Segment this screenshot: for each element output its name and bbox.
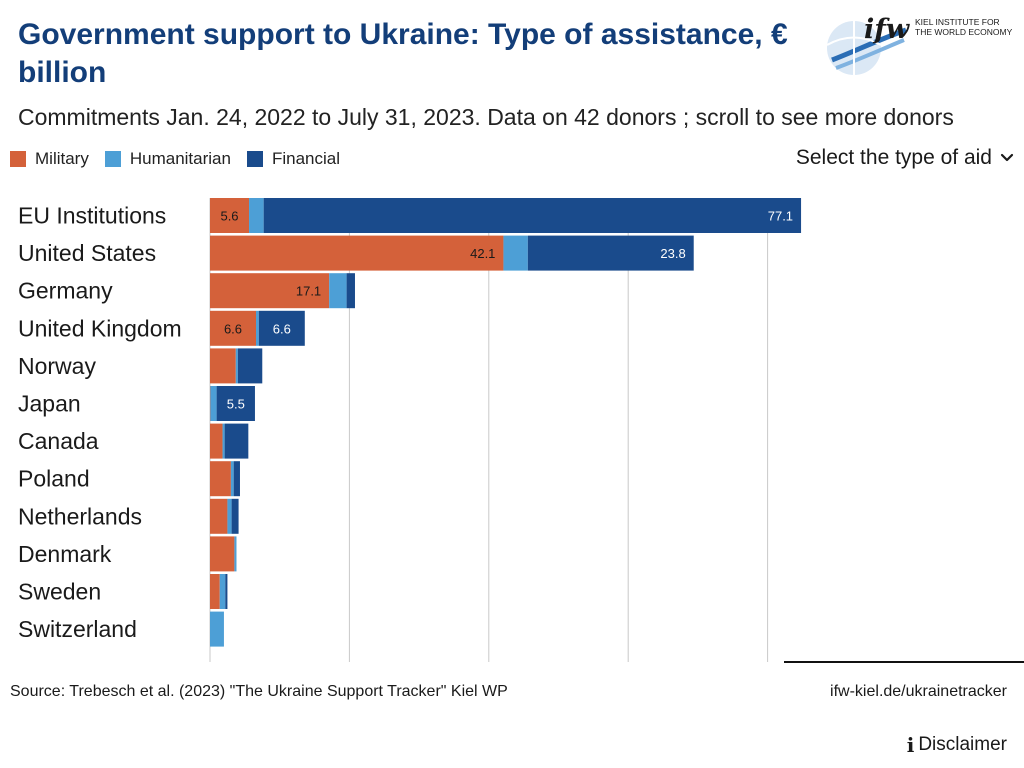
bar-segment-financial[interactable] xyxy=(224,423,249,459)
bar-segment-military[interactable] xyxy=(210,273,330,309)
category-label: Sweden xyxy=(18,579,101,605)
category-label: Poland xyxy=(18,466,90,492)
info-icon: i xyxy=(906,733,915,757)
data-label: 77.1 xyxy=(768,209,793,224)
logo-line1: KIEL INSTITUTE FOR xyxy=(915,17,1000,27)
category-label: United States xyxy=(18,240,156,266)
category-label: EU Institutions xyxy=(18,203,166,229)
legend-label-military: Military xyxy=(35,149,89,168)
bar-segment-financial[interactable] xyxy=(346,273,355,309)
bar-segment-military[interactable] xyxy=(210,536,235,572)
category-label: Germany xyxy=(18,278,113,304)
data-label: 5.6 xyxy=(220,209,238,224)
logo-line2: THE WORLD ECONOMY xyxy=(915,27,1013,37)
source-link[interactable]: ifw-kiel.de/ukrainetracker xyxy=(830,683,1007,700)
category-label: Japan xyxy=(18,391,81,417)
bar-segment-humanitarian[interactable] xyxy=(230,461,234,497)
ifw-logo: ifw KIEL INSTITUTE FOR THE WORLD ECONOMY xyxy=(826,14,1013,75)
aid-type-dropdown[interactable]: Select the type of aid xyxy=(796,146,1014,170)
category-label: Canada xyxy=(18,428,99,454)
bar-segment-financial[interactable] xyxy=(237,348,263,384)
data-label: 6.6 xyxy=(273,321,291,336)
bar-segment-military[interactable] xyxy=(210,198,250,233)
legend-swatch-humanitarian xyxy=(104,151,121,167)
category-label: United Kingdom xyxy=(18,315,182,341)
legend-label-humanitarian: Humanitarian xyxy=(129,149,231,168)
bar-segment-humanitarian[interactable] xyxy=(249,198,264,233)
bar-segment-financial[interactable] xyxy=(233,461,240,497)
bar-segment-military[interactable] xyxy=(210,423,223,459)
bar-segment-military[interactable] xyxy=(210,461,231,497)
bar-segment-financial[interactable] xyxy=(231,498,239,534)
bar-chart[interactable]: EU Institutions 5.6 77.1 United States 42.1 2… xyxy=(0,190,1024,670)
legend-item-military[interactable]: Military xyxy=(10,149,89,169)
data-label: 42.1 xyxy=(470,246,495,261)
bar-segment-humanitarian[interactable] xyxy=(503,235,528,271)
bar-segment-military[interactable] xyxy=(210,574,220,609)
aid-type-dropdown-label: Select the type of aid xyxy=(795,146,992,169)
data-label: 17.1 xyxy=(296,284,321,299)
bar-segment-financial[interactable] xyxy=(527,235,694,271)
legend-swatch-financial xyxy=(246,151,263,167)
bar-segment-humanitarian[interactable] xyxy=(210,611,224,647)
bar-segment-humanitarian[interactable] xyxy=(329,273,347,309)
disclaimer-button[interactable]: i Disclaimer xyxy=(907,733,1007,757)
legend-item-financial[interactable]: Financial xyxy=(246,149,340,169)
category-label: Norway xyxy=(18,353,96,379)
disclaimer-label: Disclaimer xyxy=(918,734,1007,755)
bar-segment-humanitarian[interactable] xyxy=(234,536,237,572)
bar-segment-financial[interactable] xyxy=(225,574,228,609)
data-label: 6.6 xyxy=(224,321,242,336)
bar-segment-humanitarian[interactable] xyxy=(210,386,217,421)
bar-segment-financial[interactable] xyxy=(263,198,802,233)
bar-segment-humanitarian[interactable] xyxy=(227,498,232,534)
chevron-down-icon xyxy=(1000,153,1014,162)
bar-segment-military[interactable] xyxy=(210,498,228,534)
bar-segment-military[interactable] xyxy=(210,310,257,346)
bar-segment-financial[interactable] xyxy=(258,310,305,346)
source-note: Source: Trebesch et al. (2023) "The Ukra… xyxy=(10,683,508,700)
legend-label-financial: Financial xyxy=(271,149,340,168)
category-label: Switzerland xyxy=(18,616,137,642)
category-label: Denmark xyxy=(18,541,112,567)
data-label: 23.8 xyxy=(660,246,685,261)
chart-subtitle: Commitments Jan. 24, 2022 to July 31, 20… xyxy=(18,104,954,130)
bar-segment-humanitarian[interactable] xyxy=(222,423,225,459)
logo-mark: ifw xyxy=(864,14,911,45)
bar-segment-military[interactable] xyxy=(210,235,504,271)
bar-segment-humanitarian[interactable] xyxy=(235,348,238,384)
legend-swatch-military xyxy=(10,151,26,167)
legend-item-humanitarian[interactable]: Humanitarian xyxy=(104,149,231,169)
chart-title: Government support to Ukraine: Type of a… xyxy=(18,18,788,89)
bar-segment-military[interactable] xyxy=(210,348,236,384)
bar-segment-humanitarian[interactable] xyxy=(256,310,259,346)
category-label: Netherlands xyxy=(18,503,142,529)
data-label: 5.5 xyxy=(227,397,245,412)
bar-segment-financial[interactable] xyxy=(216,386,255,421)
legend: Military Humanitarian Financial xyxy=(10,149,340,169)
bar-segment-humanitarian[interactable] xyxy=(219,574,226,609)
